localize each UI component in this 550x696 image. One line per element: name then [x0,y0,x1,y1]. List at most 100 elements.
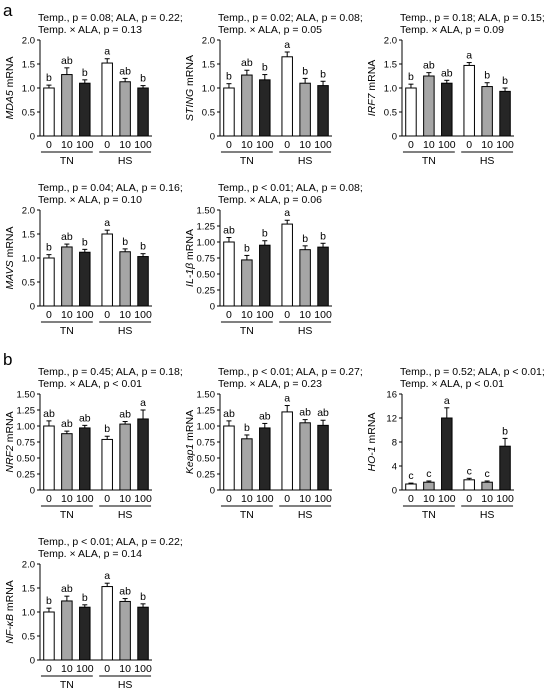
y-tick-label: 1.0 [22,254,35,265]
group-label: TN [240,325,254,337]
bar [61,600,73,661]
bar [441,417,453,491]
y-tick-label: 0.5 [384,108,397,119]
x-tick-label: 10 [423,139,435,151]
bar [43,257,55,307]
significance-letter: b [140,73,146,85]
stats-line: Temp. × ALA, p = 0.09 [400,24,504,36]
x-tick-label: 10 [241,309,253,321]
significance-letter: b [140,591,146,603]
y-axis-unit: mRNA [4,226,16,260]
x-tick-label: 10 [299,139,311,151]
x-tick-label: 0 [226,493,232,505]
stats-text: Temp., p < 0.01; ALA, p = 0.08; Temp. × A… [218,182,363,206]
y-tick-label: 2.0 [202,36,215,47]
chart-1: Temp., p = 0.02; ALA, p = 0.08; Temp. × A… [180,12,363,172]
y-axis-gene: IL-1β [184,263,196,287]
group-label: HS [118,325,133,337]
bar [61,74,73,137]
x-tick-label: 10 [61,309,73,321]
x-tick-label: 10 [119,493,131,505]
significance-letter: b [320,230,326,242]
y-tick-label: 0 [30,486,35,497]
y-axis-label: STING mRNA [184,55,196,121]
x-tick-label: 0 [104,309,110,321]
x-tick-label: 100 [134,493,152,505]
significance-letter: b [262,228,268,240]
x-tick-label: 100 [496,493,514,505]
bar [259,244,271,307]
x-tick-label: 10 [299,309,311,321]
significance-letter: a [284,393,290,405]
y-tick-label: 1.5 [22,60,35,71]
stats-line: Temp., p < 0.01; ALA, p = 0.08; [218,182,363,194]
x-tick-label: 0 [284,309,290,321]
chart-3: Temp., p = 0.04; ALA, p = 0.16; Temp. × A… [0,182,183,342]
significance-letter: ab [423,60,435,72]
y-tick-label: 0 [30,302,35,313]
group-label: HS [298,325,313,337]
significance-letter: ab [119,65,131,77]
x-tick-label: 0 [104,493,110,505]
y-tick-label: 0 [210,486,215,497]
stats-line: Temp., p = 0.45; ALA, p = 0.18; [38,366,183,378]
y-tick-label: 1.0 [22,84,35,95]
stats-line: Temp., p = 0.08; ALA, p = 0.22; [38,12,183,24]
significance-letter: a [104,570,110,582]
significance-letter: b [244,422,250,434]
y-axis-unit: mRNA [4,580,16,614]
y-tick-label: 0 [392,486,397,497]
y-axis-unit: mRNA [4,411,16,445]
y-tick-label: 0.5 [22,108,35,119]
significance-letter: b [226,71,232,83]
chart-5: Temp., p = 0.45; ALA, p = 0.18; Temp. × A… [0,366,183,526]
y-axis-gene: STING [184,89,196,121]
stats-line: Temp., p < 0.01; ALA, p = 0.27; [218,366,363,378]
y-axis-gene: IRF7 [366,92,378,116]
x-tick-label: 100 [134,139,152,151]
bar [137,418,149,491]
x-tick-label: 100 [256,309,274,321]
y-tick-label: 0 [30,132,35,143]
bar [79,427,91,491]
x-tick-label: 100 [314,493,332,505]
x-tick-label: 10 [481,139,493,151]
stats-line: Temp., p < 0.01; ALA, p = 0.22; [38,536,183,548]
significance-letter: b [122,236,128,248]
y-tick-label: 0.25 [197,470,216,481]
bar [281,56,293,137]
significance-letter: ab [119,409,131,421]
y-axis-gene: MDA5 [4,90,16,119]
y-axis-unit: mRNA [366,413,378,447]
stats-text: Temp., p < 0.01; ALA, p = 0.27; Temp. × A… [218,366,363,390]
x-tick-label: 0 [104,139,110,151]
y-tick-label: 0 [30,656,35,667]
y-tick-label: 1.25 [197,222,216,233]
bar [481,481,493,491]
group-label: TN [60,325,74,337]
stats-line: Temp. × ALA, p = 0.13 [38,24,142,36]
bar-chart-svg: MDA5 mRNA00.51.01.52.0b0ab10b100TNa0ab10… [4,36,152,167]
bar [259,79,271,137]
x-tick-label: 0 [46,493,52,505]
y-tick-label: 2.0 [22,36,35,47]
bar [119,600,131,661]
bar [119,81,131,137]
y-tick-label: 1.0 [22,608,35,619]
y-tick-label: 8 [392,438,397,449]
panel-label-a: a [3,1,13,20]
bar [61,246,73,307]
significance-letter: ab [317,407,329,419]
significance-letter: ab [119,586,131,598]
y-tick-label: 0.75 [197,254,216,265]
y-axis-label: HO-1 mRNA [366,413,378,472]
y-axis-unit: mRNA [184,410,196,444]
significance-letter: b [408,71,414,83]
significance-letter: ab [79,412,91,424]
bar-chart-svg: IL-1β mRNA00.250.500.751.001.251.50ab0b1… [184,206,332,337]
x-tick-label: 10 [119,663,131,675]
bar [481,86,493,137]
y-tick-label: 1.50 [17,390,36,401]
stats-text: Temp., p = 0.18; ALA, p = 0.15; Temp. × A… [400,12,545,36]
